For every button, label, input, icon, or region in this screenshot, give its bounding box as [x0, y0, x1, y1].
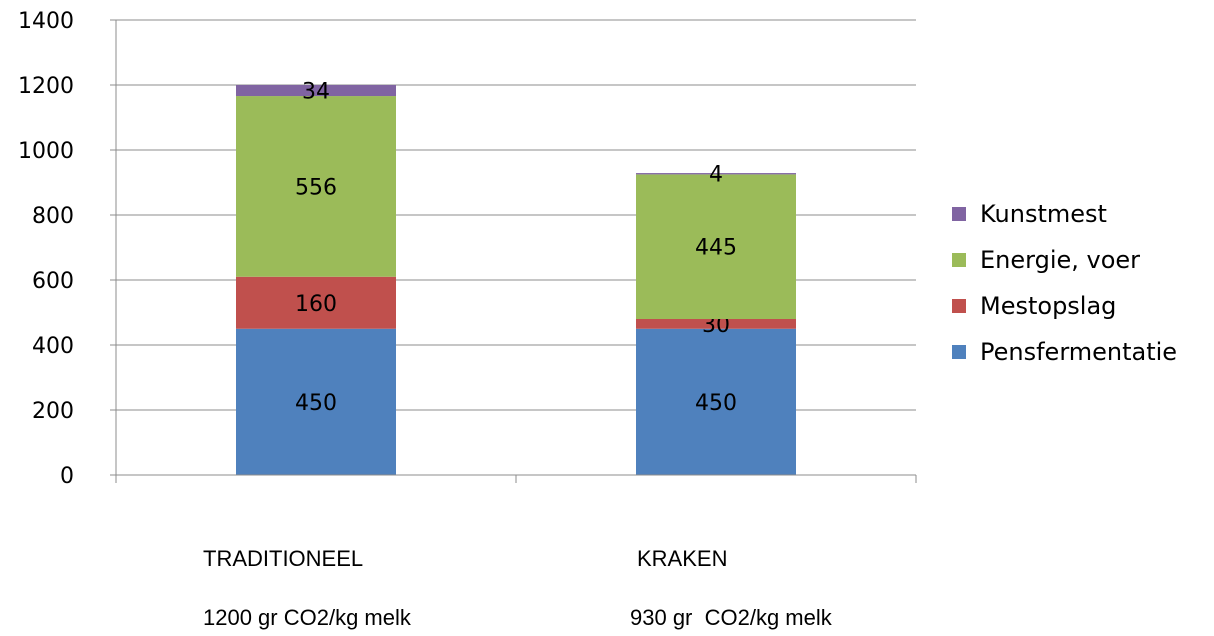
bar-segment [236, 328, 396, 475]
y-tick-label: 200 [32, 399, 74, 424]
axes: 0 200 400 600 800 1000 1200 1400 [18, 9, 917, 489]
legend-label: Kunstmest [980, 200, 1107, 228]
data-label: 160 [295, 292, 337, 317]
category-sublabel-kraken: 930 gr CO2/kg melk [630, 605, 832, 630]
legend-swatch [952, 207, 966, 221]
category-label-kraken: KRAKEN [637, 546, 728, 571]
y-tick-label: 1000 [18, 139, 74, 164]
legend-label: Mestopslag [980, 292, 1116, 320]
legend-swatch [952, 345, 966, 359]
bar-segment [636, 328, 796, 475]
category-sublabel-traditioneel: 1200 gr CO2/kg melk [203, 605, 411, 630]
bar-segment [636, 174, 796, 319]
bar-segment [236, 96, 396, 277]
data-label: 556 [295, 175, 337, 200]
y-tick-label: 1400 [18, 9, 74, 34]
y-tick-label: 0 [60, 464, 74, 489]
y-tick-label: 400 [32, 334, 74, 359]
data-label: 445 [695, 236, 737, 261]
y-tick-label: 1200 [18, 74, 74, 99]
data-label: 34 [302, 80, 330, 105]
data-label: 450 [695, 391, 737, 416]
legend-swatch [952, 299, 966, 313]
bar-segment [636, 319, 796, 329]
y-tick-label: 800 [32, 204, 74, 229]
data-label: 450 [295, 391, 337, 416]
bar-segment [636, 173, 796, 175]
category-label-traditioneel: TRADITIONEEL [203, 546, 364, 571]
bar-segment [236, 85, 396, 97]
y-tick-label: 600 [32, 269, 74, 294]
legend-swatch [952, 253, 966, 267]
legend-label: Energie, voer [980, 246, 1140, 274]
data-label: 4 [709, 163, 723, 188]
bar-segment [236, 276, 396, 329]
legend-label: Pensfermentatie [980, 338, 1177, 366]
legend: Kunstmest Energie, voer Mestopslag Pensferm… [952, 200, 1177, 366]
